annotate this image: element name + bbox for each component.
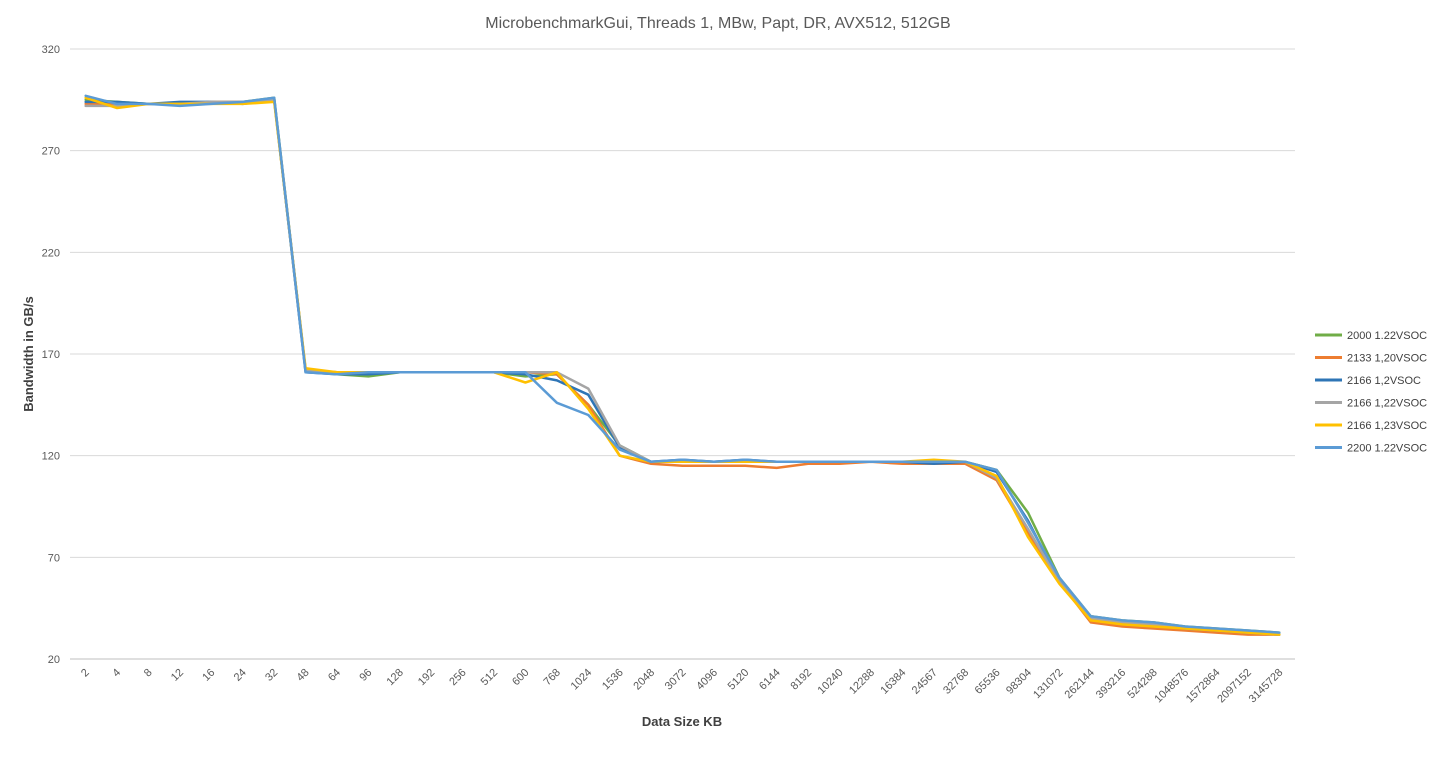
x-tick-label: 600 xyxy=(510,667,531,688)
legend-label: 2000 1.22VSOC xyxy=(1347,330,1427,342)
x-tick-label: 6144 xyxy=(757,667,783,693)
y-tick-label: 220 xyxy=(42,247,60,259)
x-tick-label: 393216 xyxy=(1094,667,1128,701)
gridlines xyxy=(70,48,1295,660)
x-tick-label: 96 xyxy=(357,667,374,684)
y-axis-ticks: 20 70 120 170 220 270 320 xyxy=(42,44,60,666)
x-tick-label: 24567 xyxy=(910,667,940,697)
legend-label: 2200 1.22VSOC xyxy=(1347,443,1427,455)
x-tick-label: 1536 xyxy=(600,667,626,693)
y-tick-label: 170 xyxy=(42,349,60,361)
x-tick-label: 4 xyxy=(110,667,123,680)
x-tick-label: 3072 xyxy=(663,667,689,693)
x-tick-label: 65536 xyxy=(973,667,1003,697)
x-tick-label: 64 xyxy=(326,667,343,684)
x-tick-label: 48 xyxy=(295,667,312,684)
x-tick-label: 512 xyxy=(479,667,500,688)
x-tick-label: 8192 xyxy=(788,667,814,693)
legend-label: 2133 1,20VSOC xyxy=(1347,353,1427,365)
x-tick-label: 128 xyxy=(384,667,405,688)
x-tick-label: 8 xyxy=(142,667,155,680)
series-line-2166-1-22vsoc xyxy=(84,98,1281,636)
legend: 2000 1.22VSOC 2133 1,20VSOC 2166 1,2VSOC 21… xyxy=(1315,330,1427,455)
x-tick-label: 3145728 xyxy=(1247,667,1286,706)
x-tick-label: 768 xyxy=(542,667,563,688)
series-line-2166-1-2vsoc xyxy=(84,98,1281,636)
x-tick-label: 1024 xyxy=(569,667,595,693)
series-line-2133-1-20vsoc xyxy=(84,98,1281,636)
x-tick-label: 2048 xyxy=(631,667,657,693)
legend-label: 2166 1,2VSOC xyxy=(1347,375,1421,387)
series-line-2166-1-23vsoc xyxy=(84,96,1281,636)
legend-label: 2166 1,22VSOC xyxy=(1347,398,1427,410)
y-tick-label: 20 xyxy=(48,654,60,666)
series-lines xyxy=(84,94,1281,636)
series-line-2000-1-22vsoc xyxy=(84,96,1281,634)
series-line-2200-1-22vsoc xyxy=(84,94,1281,634)
x-tick-label: 16384 xyxy=(878,667,908,697)
x-tick-label: 98304 xyxy=(1004,667,1034,697)
chart-title: MicrobenchmarkGui, Threads 1, MBw, Papt,… xyxy=(485,15,950,32)
y-axis-title: Bandwidth in GB/s xyxy=(21,296,36,412)
x-tick-label: 32 xyxy=(263,667,280,684)
x-axis-title: Data Size KB xyxy=(642,714,722,729)
x-tick-label: 2 xyxy=(79,667,92,680)
x-tick-label: 131072 xyxy=(1031,667,1065,701)
x-tick-label: 262144 xyxy=(1063,667,1097,701)
x-tick-label: 5120 xyxy=(726,667,752,693)
x-axis-ticks: 2 4 8 12 16 24 32 48 64 96 128 192 256 512 600 768 1024 1… xyxy=(79,667,1285,706)
x-tick-label: 12288 xyxy=(847,667,877,697)
y-tick-label: 120 xyxy=(42,451,60,463)
y-tick-label: 320 xyxy=(42,44,60,56)
x-tick-label: 12 xyxy=(169,667,186,684)
x-tick-label: 256 xyxy=(447,667,468,688)
legend-label: 2166 1,23VSOC xyxy=(1347,420,1427,432)
y-tick-label: 70 xyxy=(48,552,60,564)
x-tick-label: 32768 xyxy=(941,667,971,697)
x-tick-label: 10240 xyxy=(816,667,846,697)
x-tick-label: 24 xyxy=(232,667,249,684)
x-tick-label: 4096 xyxy=(694,667,720,693)
y-tick-label: 270 xyxy=(42,146,60,158)
x-tick-label: 16 xyxy=(200,667,217,684)
x-tick-label: 192 xyxy=(416,667,437,688)
